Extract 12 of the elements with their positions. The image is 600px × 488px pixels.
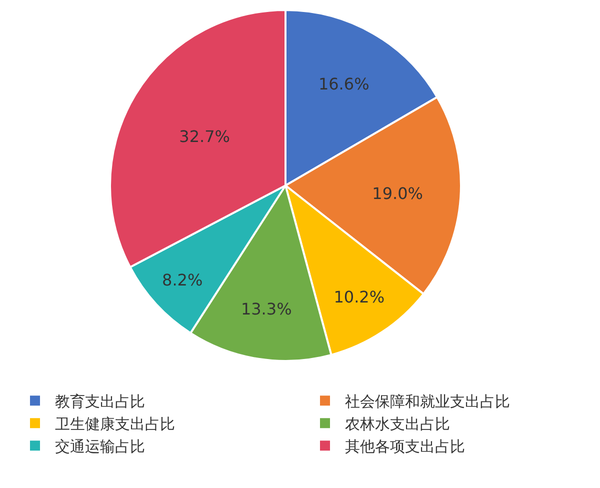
data-label: 13.3% xyxy=(240,299,292,318)
data-label: 16.6% xyxy=(318,74,370,94)
legend-label: 交通运输占比 xyxy=(55,438,145,456)
legend-label: 卫生健康支出占比 xyxy=(55,415,175,433)
data-label: 10.2% xyxy=(334,287,385,306)
legend-label: 社会保障和就业支出占比 xyxy=(345,392,510,410)
data-label: 8.2% xyxy=(162,270,203,290)
data-label: 19.0% xyxy=(372,184,423,203)
legend-label: 农林水支出占比 xyxy=(345,415,450,433)
legend-label: 教育支出占比 xyxy=(55,392,145,410)
data-label: 32.7% xyxy=(179,127,230,146)
legend-label: 其他各项支出占比 xyxy=(345,438,465,456)
